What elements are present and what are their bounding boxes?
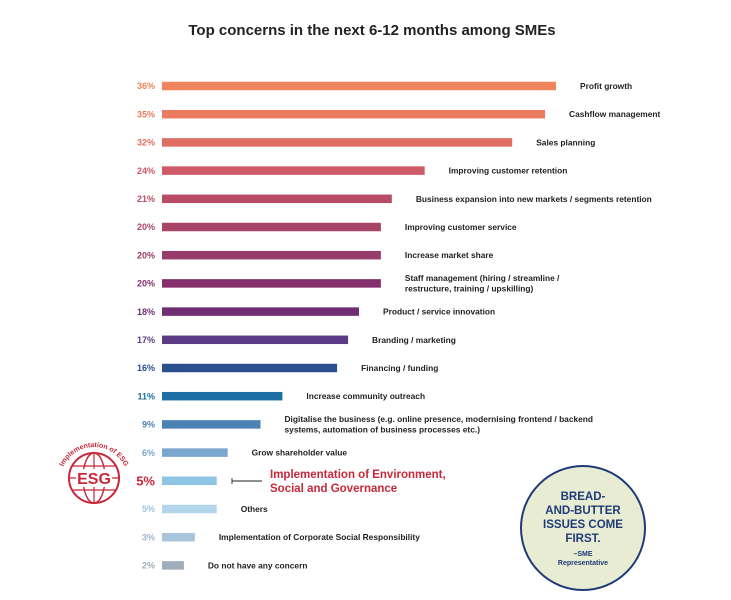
bar-6 bbox=[162, 222, 381, 232]
category-label-4: Improving customer retention bbox=[449, 166, 568, 176]
value-label-13: 9% bbox=[142, 420, 155, 430]
category-label-1: Profit growth bbox=[580, 81, 632, 91]
category-label-13-line-2: systems, automation of business processe… bbox=[285, 425, 481, 435]
bar-17 bbox=[162, 532, 195, 542]
category-label-18: Do not have any concern bbox=[208, 560, 308, 570]
globe-icon bbox=[68, 452, 120, 504]
value-label-2: 35% bbox=[137, 109, 155, 119]
category-label-16: Others bbox=[241, 504, 268, 514]
value-label-8: 20% bbox=[137, 279, 155, 289]
bar-12 bbox=[162, 391, 283, 401]
category-label-12: Increase community outreach bbox=[306, 391, 425, 401]
category-label-2: Cashflow management bbox=[569, 109, 660, 119]
value-label-12: 11% bbox=[137, 391, 155, 401]
quote-line-3: ISSUES COME bbox=[543, 519, 623, 531]
category-label-13-line-1: Digitalise the business (e.g. online pre… bbox=[285, 414, 594, 424]
category-label-10: Branding / marketing bbox=[372, 335, 456, 345]
bar-8 bbox=[162, 279, 381, 288]
chart-title: Top concerns in the next 6-12 months amo… bbox=[188, 22, 555, 39]
value-label-3: 32% bbox=[137, 138, 155, 148]
category-label-15-line-2: Social and Governance bbox=[270, 483, 397, 495]
value-label-17: 3% bbox=[142, 532, 155, 542]
bar-2 bbox=[162, 109, 546, 119]
value-label-7: 20% bbox=[137, 250, 155, 260]
quote-badge-circle bbox=[520, 465, 646, 591]
quote-attribution-2: Representative bbox=[558, 560, 608, 567]
category-label-5: Business expansion into new markets / se… bbox=[416, 194, 652, 204]
bar-7 bbox=[162, 250, 381, 260]
bar-9 bbox=[162, 307, 359, 316]
value-label-15: 5% bbox=[136, 473, 155, 488]
bar-13 bbox=[162, 420, 261, 429]
value-label-14: 6% bbox=[142, 448, 155, 458]
quote-badge: BREAD- AND-BUTTER ISSUES COME FIRST. –SM… bbox=[520, 465, 646, 591]
value-label-11: 16% bbox=[137, 363, 155, 373]
category-label-14: Grow shareholder value bbox=[252, 448, 348, 458]
category-label-15-line-1: Implementation of Environment, bbox=[270, 469, 446, 481]
category-label-9: Product / service innovation bbox=[383, 307, 495, 317]
bar-15 bbox=[162, 476, 217, 486]
bar-10 bbox=[162, 335, 349, 345]
bar-4 bbox=[162, 166, 425, 175]
value-label-4: 24% bbox=[137, 166, 155, 176]
quote-line-2: AND-BUTTER bbox=[545, 505, 621, 517]
value-label-10: 17% bbox=[137, 335, 155, 345]
bar-5 bbox=[162, 194, 392, 204]
category-label-6: Improving customer service bbox=[405, 222, 517, 232]
category-label-11: Financing / funding bbox=[361, 363, 438, 373]
bar-14 bbox=[162, 448, 228, 457]
value-label-1: 36% bbox=[137, 81, 155, 91]
category-label-8-line-2: restructure, training / upskilling) bbox=[405, 284, 534, 294]
category-label-3: Sales planning bbox=[536, 137, 595, 147]
highlight-connector bbox=[231, 478, 262, 484]
value-label-9: 18% bbox=[137, 307, 155, 317]
quote-attribution-1: –SME bbox=[573, 551, 592, 558]
quote-line-1: BREAD- bbox=[561, 491, 606, 503]
value-label-6: 20% bbox=[137, 222, 155, 232]
bars-layer: 36% Profit growth 35% Cashflow management 32… bbox=[136, 81, 660, 571]
bar-1 bbox=[162, 81, 556, 91]
esg-center-label: ESG bbox=[77, 471, 111, 488]
quote-line-4: FIRST. bbox=[565, 533, 600, 545]
category-label-8-line-1: Staff management (hiring / streamline / bbox=[405, 273, 560, 283]
bar-3 bbox=[162, 138, 513, 147]
category-label-7: Increase market share bbox=[405, 250, 494, 260]
category-label-17: Implementation of Corporate Social Respo… bbox=[219, 532, 420, 542]
bar-18 bbox=[162, 561, 184, 570]
value-label-16: 5% bbox=[142, 504, 155, 514]
bar-16 bbox=[162, 504, 217, 514]
bar-11 bbox=[162, 363, 338, 373]
value-label-5: 21% bbox=[137, 194, 155, 204]
value-label-18: 2% bbox=[142, 561, 155, 571]
esg-badge: Implementation of ESG ESG bbox=[59, 442, 130, 504]
